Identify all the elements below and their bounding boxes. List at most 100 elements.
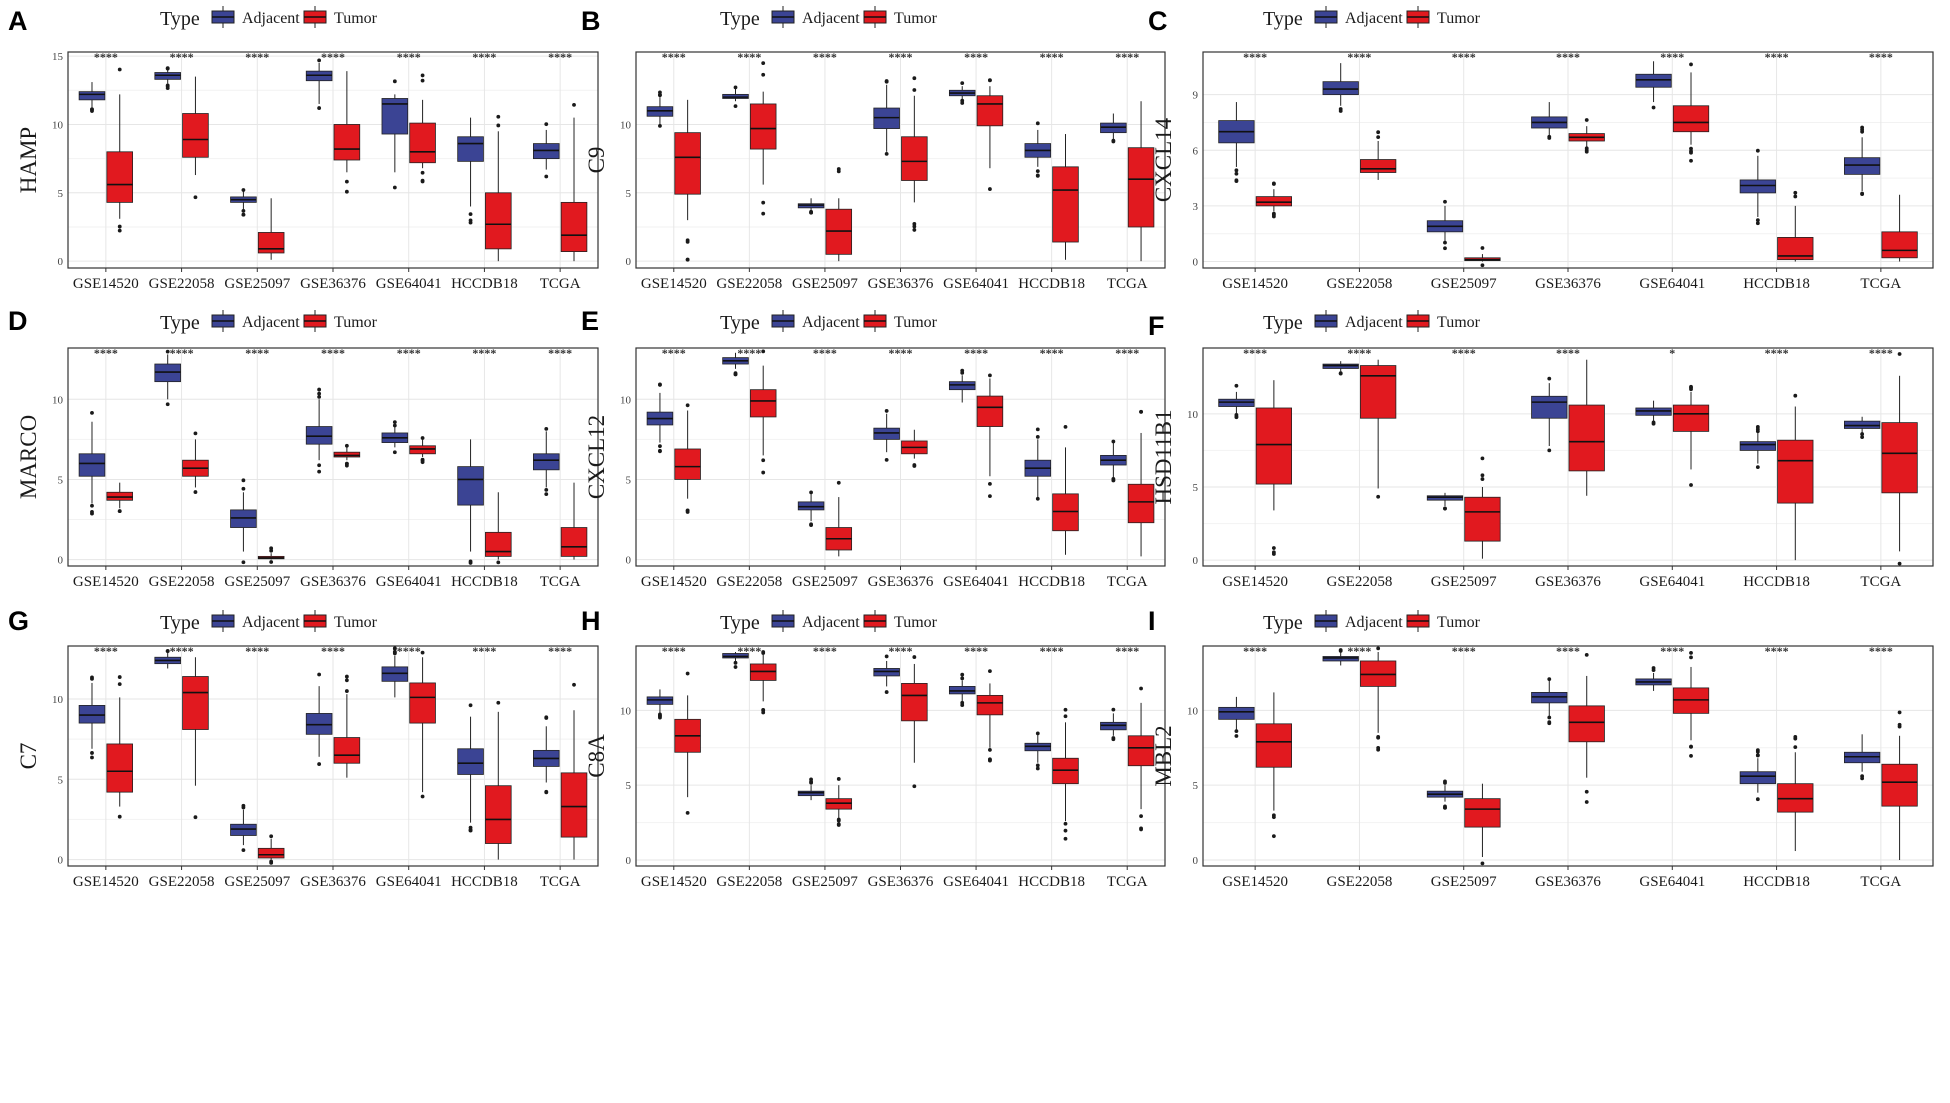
box-tumor <box>485 114 512 262</box>
x-tick-label: GSE36376 <box>300 276 366 292</box>
legend-title: Type <box>720 612 760 634</box>
x-tick-label: GSE36376 <box>1535 276 1601 292</box>
box-tumor <box>825 480 853 557</box>
box-iqr <box>78 453 106 477</box>
x-tick-label: GSE64041 <box>376 574 442 590</box>
box-tumor <box>106 675 133 819</box>
box-iqr <box>485 785 512 844</box>
x-tick-label: GSE64041 <box>1639 574 1705 590</box>
box-adjacent <box>1100 113 1127 144</box>
outlier-point <box>317 58 322 63</box>
outlier-point <box>496 114 501 119</box>
outlier-point <box>1443 506 1447 511</box>
outlier-point <box>1480 473 1485 478</box>
outlier-point <box>960 98 965 103</box>
box-iqr <box>106 491 133 501</box>
x-tick-label: GSE22058 <box>716 874 782 890</box>
box-iqr <box>230 823 257 836</box>
outlier-point <box>1860 776 1865 781</box>
outlier-point <box>761 72 766 77</box>
box-adjacent <box>722 352 749 377</box>
box-adjacent <box>1635 61 1672 110</box>
outlier-point <box>685 810 690 815</box>
box-iqr <box>305 713 333 735</box>
outlier-point <box>836 822 841 827</box>
box-tumor <box>749 61 777 216</box>
outlier-point <box>912 76 917 81</box>
significance-label: **** <box>472 346 496 360</box>
box-tumor <box>1777 393 1814 561</box>
outlier-point <box>658 444 662 449</box>
x-tick-label: GSE14520 <box>1222 276 1288 292</box>
outlier-point <box>960 368 965 373</box>
significance-label: **** <box>662 50 686 64</box>
outlier-point <box>1234 729 1239 733</box>
outlier-point <box>90 676 94 681</box>
outlier-point <box>988 748 992 752</box>
outlier-point <box>241 486 246 491</box>
x-tick-label: GSE25097 <box>224 276 290 292</box>
box-adjacent <box>154 66 181 91</box>
outlier-point <box>165 649 170 653</box>
y-tick-label: 0 <box>1193 555 1199 567</box>
box-iqr <box>1052 166 1079 243</box>
outlier-point <box>117 814 122 819</box>
legend-label-adjacent: Adjacent <box>242 614 300 631</box>
significance-label: **** <box>397 644 421 658</box>
y-tick-label: 10 <box>620 119 632 131</box>
box-tumor <box>560 482 588 560</box>
x-tick-label: GSE14520 <box>73 276 139 292</box>
box-iqr <box>78 91 106 101</box>
box-tumor <box>901 655 928 789</box>
outlier-point <box>1689 158 1693 163</box>
outlier-point <box>1755 753 1760 758</box>
outlier-point <box>117 228 122 233</box>
outlier-point <box>1755 748 1760 753</box>
outlier-point <box>1897 561 1902 566</box>
outlier-point <box>1689 753 1693 758</box>
legend: Type Adjacent Tumor <box>1263 310 1481 334</box>
outlier-point <box>117 67 122 72</box>
outlier-point <box>1271 834 1276 839</box>
outlier-point <box>90 410 94 415</box>
significance-label: **** <box>1556 50 1580 64</box>
x-tick-label: GSE14520 <box>73 874 139 890</box>
box-adjacent <box>646 382 674 454</box>
y-tick-label: 5 <box>626 780 632 792</box>
outlier-point <box>1584 148 1589 153</box>
y-tick-label: 0 <box>626 855 632 867</box>
outlier-point <box>836 818 841 823</box>
panel-g: G Type Adjacent Tumor 0 5 10 C7 **** **** **** ****… <box>8 606 599 890</box>
outlier-point <box>165 86 170 91</box>
box-adjacent <box>381 79 409 190</box>
significance-label: **** <box>94 644 118 658</box>
outlier-point <box>884 654 889 659</box>
outlier-point <box>658 93 662 98</box>
box-tumor <box>1672 62 1710 163</box>
outlier-point <box>420 650 425 655</box>
box-iqr <box>1568 705 1605 743</box>
x-tick-label: GSE14520 <box>73 574 139 590</box>
box-tumor <box>485 700 512 860</box>
box-tumor <box>409 73 436 184</box>
y-tick-label: 0 <box>626 555 632 567</box>
outlier-point <box>317 469 322 474</box>
box-tumor <box>1464 456 1501 559</box>
y-axis-label: HSD11B1 <box>1151 410 1176 505</box>
outlier-point <box>468 212 473 217</box>
outlier-point <box>1139 826 1143 831</box>
outlier-point <box>1234 168 1239 173</box>
box-tumor <box>409 436 436 465</box>
panel-letter: A <box>8 6 28 36</box>
outlier-point <box>1547 677 1552 682</box>
box-iqr <box>182 676 209 730</box>
box-iqr <box>106 151 133 203</box>
outlier-point <box>960 676 965 681</box>
outlier-point <box>420 179 425 184</box>
x-tick-label: GSE25097 <box>1431 874 1497 890</box>
box-adjacent <box>873 654 900 694</box>
outlier-point <box>1271 181 1276 186</box>
outlier-point <box>1234 383 1239 388</box>
box-adjacent <box>1635 666 1672 691</box>
legend: Type Adjacent Tumor <box>1263 6 1481 30</box>
